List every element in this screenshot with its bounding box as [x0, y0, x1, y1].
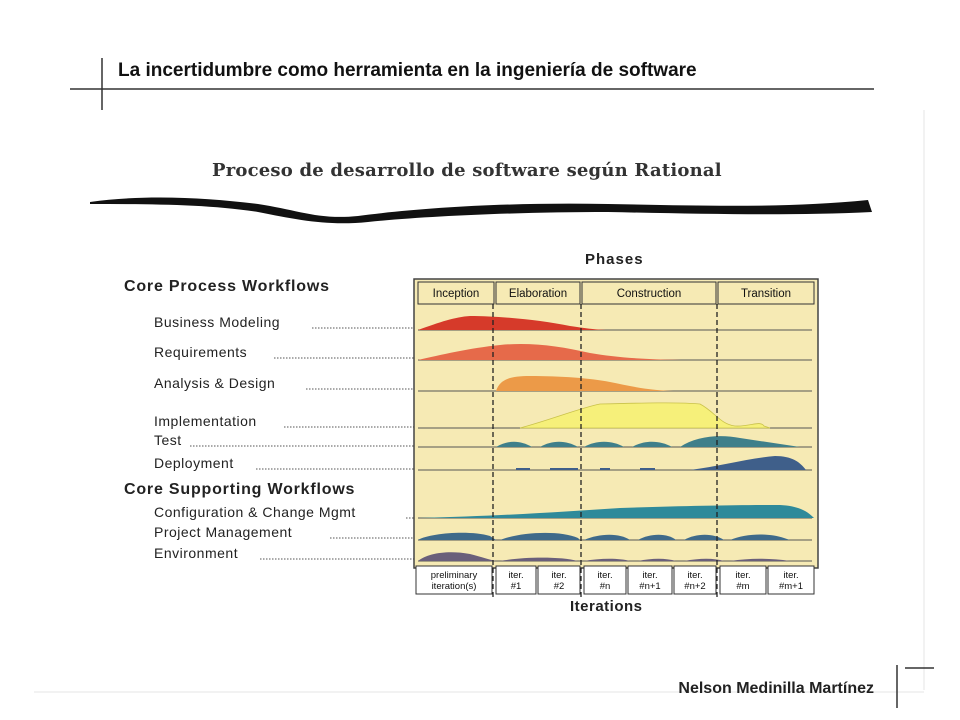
phases-label: Phases — [585, 251, 644, 268]
iteration-2-line2: #1 — [511, 581, 522, 592]
iterations-label: Iterations — [570, 598, 643, 615]
workflow-label-deployment: Deployment — [154, 455, 234, 471]
iteration-6-line2: #n+2 — [684, 581, 705, 592]
diagram-title: Proceso de desarrollo de software según … — [212, 160, 722, 181]
iteration-3-line1: iter. — [551, 570, 566, 581]
workflow-label-implementation: Implementation — [154, 413, 257, 429]
footer-author: Nelson Medinilla Martínez — [678, 680, 874, 697]
iteration-1-line1: preliminary — [431, 570, 478, 581]
hump-test — [496, 436, 800, 447]
iteration-7-line1: iter. — [735, 570, 750, 581]
phase-construction: Construction — [617, 288, 682, 300]
workflow-label-analysis-design: Analysis & Design — [154, 375, 276, 391]
hump-project-management — [418, 532, 790, 540]
iteration-3-line2: #2 — [554, 581, 565, 592]
iteration-8-line2: #m+1 — [779, 581, 803, 592]
core-supporting-workflows-label: Core Supporting Workflows — [124, 481, 356, 498]
iteration-4-line2: #n — [600, 581, 611, 592]
workflow-label-environment: Environment — [154, 545, 239, 561]
iteration-5-line1: iter. — [642, 570, 657, 581]
workflow-label-configuration: Configuration & Change Mgmt — [154, 504, 356, 520]
hump-implementation — [519, 402, 771, 429]
iteration-4-line1: iter. — [597, 570, 612, 581]
hump-environment — [418, 552, 790, 561]
phase-header — [417, 281, 815, 305]
hump-business-modeling — [418, 316, 610, 330]
phase-dividers — [492, 304, 718, 598]
phase-inception: Inception — [433, 288, 480, 300]
brush-stroke — [90, 197, 872, 224]
core-process-workflows-label: Core Process Workflows — [124, 278, 330, 295]
hump-configuration — [418, 505, 814, 518]
workflow-label-project-management: Project Management — [154, 524, 293, 540]
hump-analysis-design — [496, 376, 680, 391]
iteration-row — [415, 565, 815, 595]
iteration-6-line1: iter. — [687, 570, 702, 581]
workflow-label-business-modeling: Business Modeling — [154, 314, 281, 330]
iteration-2-line1: iter. — [508, 570, 523, 581]
leader-lines — [190, 327, 416, 560]
phase-elaboration: Elaboration — [509, 288, 567, 300]
slide-title: La incertidumbre como herramienta en la … — [118, 60, 697, 81]
phase-transition: Transition — [741, 288, 791, 300]
iteration-5-line2: #n+1 — [639, 581, 660, 592]
hump-deployment — [516, 456, 806, 470]
iteration-7-line2: #m — [736, 581, 749, 592]
iteration-1-line2: iteration(s) — [432, 581, 477, 592]
hump-requirements — [418, 343, 700, 360]
workflow-label-test: Test — [154, 432, 182, 448]
workflow-label-requirements: Requirements — [154, 344, 248, 360]
iteration-8-line1: iter. — [783, 570, 798, 581]
